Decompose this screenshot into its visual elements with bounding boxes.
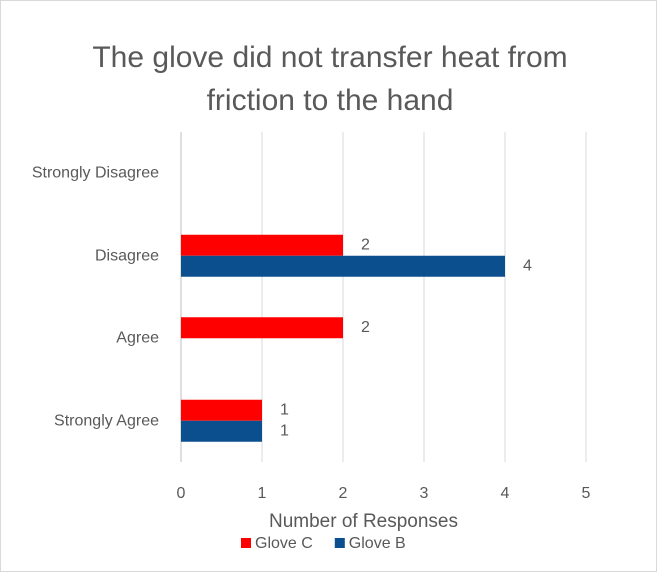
y-tick-label: Strongly Agree — [54, 412, 159, 430]
data-label: 1 — [280, 422, 289, 439]
x-tick-label: 5 — [582, 485, 591, 502]
x-tick-label: 3 — [420, 485, 429, 502]
x-tick-label: 4 — [501, 485, 510, 502]
y-tick-label-box: Strongly Disagree — [9, 163, 159, 184]
x-tick-label: 1 — [258, 485, 267, 502]
y-tick-label: Strongly Disagree — [31, 164, 159, 182]
bar — [181, 234, 343, 256]
data-label: 2 — [361, 319, 370, 336]
y-tick-label-box: Disagree — [9, 245, 159, 266]
bar — [181, 255, 505, 277]
y-tick-label-box: Strongly Agree — [9, 410, 159, 431]
bar — [181, 399, 262, 421]
bar — [181, 420, 262, 442]
x-tick-label: 0 — [177, 485, 186, 502]
legend-label: Glove C — [255, 535, 313, 552]
data-label: 2 — [361, 236, 370, 253]
legend-swatch — [334, 538, 345, 548]
y-tick-label: Agree — [116, 329, 159, 347]
y-tick-label: Disagree — [94, 247, 159, 265]
x-tick-label: 2 — [339, 485, 348, 502]
y-tick-label-box: Agree — [9, 328, 159, 349]
chart-title: The glove did not transfer heat from fri… — [92, 41, 568, 117]
bar — [181, 317, 343, 339]
x-axis-title: Number of Responses — [269, 511, 458, 532]
legend-swatch — [241, 538, 251, 548]
data-label: 1 — [280, 401, 289, 418]
legend-label: Glove B — [349, 535, 406, 552]
data-label: 4 — [523, 257, 532, 274]
